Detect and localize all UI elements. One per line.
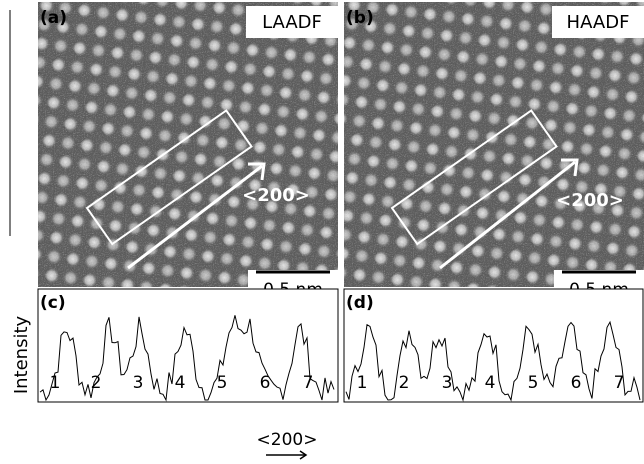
arrow-head xyxy=(248,162,266,181)
panel-label: (c) xyxy=(40,293,66,313)
profile-curve xyxy=(345,320,641,402)
panel-label: (d) xyxy=(346,293,374,313)
arrow xyxy=(439,160,576,270)
panel-label: (b) xyxy=(346,8,374,28)
profile-curve xyxy=(39,315,335,402)
direction-arrow-head xyxy=(299,450,308,460)
direction-label: <200> xyxy=(242,185,310,206)
y-axis-label: Intensity xyxy=(11,315,32,394)
peak-label: 1 xyxy=(50,373,61,393)
peak-labels: 1 2 3 4 5 6 7 1 2 3 4 5 6 7 xyxy=(50,373,625,393)
peak-label: 7 xyxy=(303,373,314,393)
stem-image xyxy=(344,2,644,287)
label-bg xyxy=(552,6,644,38)
arrow xyxy=(127,164,263,270)
panel-a: (a) LAADF <200> 0.5 nm xyxy=(38,2,338,300)
mode-label: HAADF xyxy=(567,12,630,33)
peak-label: 7 xyxy=(614,373,625,393)
stem-image xyxy=(38,2,338,287)
arrow-head xyxy=(561,158,579,177)
peak-label: 5 xyxy=(217,373,228,393)
peak-label: 3 xyxy=(442,373,453,393)
peak-label: 6 xyxy=(571,373,582,393)
peak-label: 4 xyxy=(175,373,186,393)
peak-label: 5 xyxy=(528,373,539,393)
label-bg xyxy=(246,6,338,38)
peak-label: 2 xyxy=(399,373,410,393)
direction-label: <200> xyxy=(556,190,624,211)
x-axis-label: <200> xyxy=(257,430,318,450)
peak-label: 1 xyxy=(357,373,368,393)
profile-box xyxy=(390,109,558,246)
panel-b: (b) HAADF <200> 0.5 nm xyxy=(344,2,644,300)
profile-box xyxy=(85,109,253,246)
peak-label: 3 xyxy=(133,373,144,393)
peak-label: 4 xyxy=(485,373,496,393)
peak-label: 6 xyxy=(260,373,271,393)
profile-frame xyxy=(37,288,339,403)
mode-label: LAADF xyxy=(262,12,322,33)
panel-label: (a) xyxy=(40,8,67,28)
peak-label: 2 xyxy=(91,373,102,393)
